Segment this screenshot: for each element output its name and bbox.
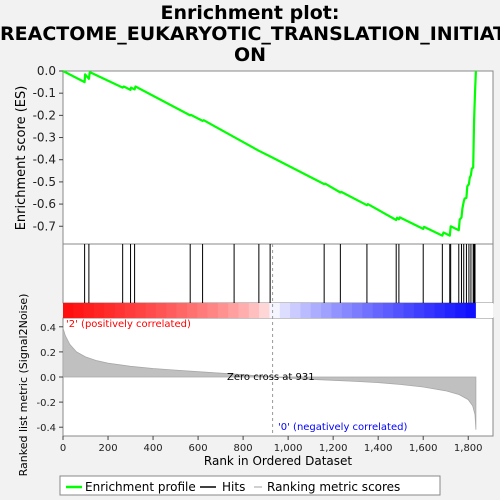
es-y-tick-label: -0.3 [33, 131, 56, 145]
x-tick-label: 200 [98, 443, 117, 454]
heatmap-segment [331, 303, 343, 318]
heatmap-segment [145, 303, 157, 318]
x-tick-label: 1,000 [274, 443, 303, 454]
heatmap-segment [228, 303, 239, 318]
heatmap-segment [114, 303, 126, 318]
heatmap-segment [455, 303, 466, 318]
es-y-axis: 0.0 -0.1 -0.2 -0.3 -0.4 -0.5 -0.6 -0.7 [33, 64, 63, 233]
es-y-tick-label: -0.7 [33, 219, 56, 233]
heatmap-segment [186, 303, 198, 318]
heatmap-segment [434, 303, 446, 318]
es-y-tick-label: -0.6 [33, 197, 56, 211]
heatmap-segment [403, 303, 415, 318]
es-series [62, 70, 477, 237]
heatmap-segment [197, 303, 208, 318]
heatmap-segment [362, 303, 374, 318]
heatmap-segment [269, 303, 281, 318]
heatmap-segment [93, 303, 105, 318]
chart-title-line-3: ON [233, 44, 267, 66]
heatmap-segment [238, 303, 250, 318]
es-y-tick-label: -0.4 [33, 153, 56, 167]
heatmap-segment [83, 303, 95, 318]
heatmap-tail [475, 303, 493, 318]
heatmap-segment [321, 303, 332, 318]
es-y-axis-label: Enrichment score (ES) [14, 86, 29, 231]
heatmap-segment [413, 303, 425, 318]
heatmap-segment [124, 303, 136, 318]
es-y-tick-label: -0.5 [33, 175, 56, 189]
metric-y-tick-label: -0.4 [36, 423, 56, 434]
heatmap-segment [248, 303, 260, 318]
hits-panel-frame [62, 243, 494, 304]
heatmap-segment [372, 303, 384, 318]
heatmap-segment [176, 303, 188, 318]
heatmap-segment [73, 303, 85, 318]
heatmap-segment [135, 303, 146, 318]
es-y-tick-label: -0.1 [33, 86, 56, 100]
metric-y-tick-label: 0.4 [40, 323, 56, 334]
negative-correlation-label: '0' (negatively correlated) [278, 422, 407, 433]
x-tick-label: 400 [144, 443, 163, 454]
x-tick-label: 1,800 [454, 443, 483, 454]
heatmap-segment [290, 303, 301, 318]
hits-series [84, 244, 476, 303]
heatmap-segment [352, 303, 363, 318]
x-tick-label: 0 [60, 443, 66, 454]
x-tick-label: 600 [189, 443, 208, 454]
ranking-heatmap-bar [63, 303, 493, 318]
x-tick-label: 1,600 [409, 443, 438, 454]
heatmap-segment [341, 303, 353, 318]
x-tick-label: 1,200 [319, 443, 348, 454]
es-y-tick-label: -0.2 [33, 108, 56, 122]
heatmap-segment [465, 303, 477, 318]
metric-y-axis: 0.4 0.2 0.0 -0.2 -0.4 [36, 323, 63, 434]
heatmap-segment [300, 303, 312, 318]
es-y-tick-label: 0.0 [37, 64, 56, 78]
enrichment-profile-line [62, 70, 477, 237]
positive-correlation-label: '2' (positively correlated) [66, 319, 191, 330]
heatmap-segment [217, 303, 229, 318]
heatmap-segment [393, 303, 405, 318]
heatmap-segment [104, 303, 116, 318]
chart-title-line-1: Enrichment plot: [160, 2, 340, 24]
heatmap-segment [444, 303, 456, 318]
heatmap-segment [382, 303, 394, 318]
metric-y-axis-label: Ranked list metric (Signal2Noise) [17, 294, 30, 477]
legend: Enrichment profile Hits Ranking metric s… [59, 475, 441, 496]
heatmap-segment [63, 303, 74, 318]
legend-label-enrichment-profile: Enrichment profile [85, 480, 196, 494]
heatmap-segment [259, 303, 270, 318]
es-panel-frame [62, 70, 494, 245]
legend-label-hits: Hits [222, 480, 245, 494]
legend-box [59, 475, 441, 496]
metric-y-tick-label: 0.0 [40, 373, 56, 384]
x-axis-label: Rank in Ordered Dataset [204, 454, 352, 468]
metric-y-tick-label: -0.2 [36, 398, 56, 409]
heatmap-segment [310, 303, 322, 318]
heatmap-segment [166, 303, 177, 318]
heatmap-segment [279, 303, 291, 318]
heatmap-segment [207, 303, 219, 318]
x-tick-label: 800 [234, 443, 253, 454]
heatmap-segment [424, 303, 436, 318]
x-axis: 0 200 400 600 800 1,000 1,200 1,400 1,600 1,800 [60, 436, 483, 454]
chart-title-line-2: REACTOME_EUKARYOTIC_TRANSLATION_INITIATI [0, 23, 500, 45]
legend-label-ranking-metric: Ranking metric scores [267, 480, 400, 494]
x-tick-label: 1,400 [364, 443, 393, 454]
zero-cross-annotation: Zero cross at 931 [227, 372, 315, 383]
metric-y-tick-label: 0.2 [40, 348, 56, 359]
heatmap-segment [155, 303, 167, 318]
metric-series [62, 244, 477, 436]
